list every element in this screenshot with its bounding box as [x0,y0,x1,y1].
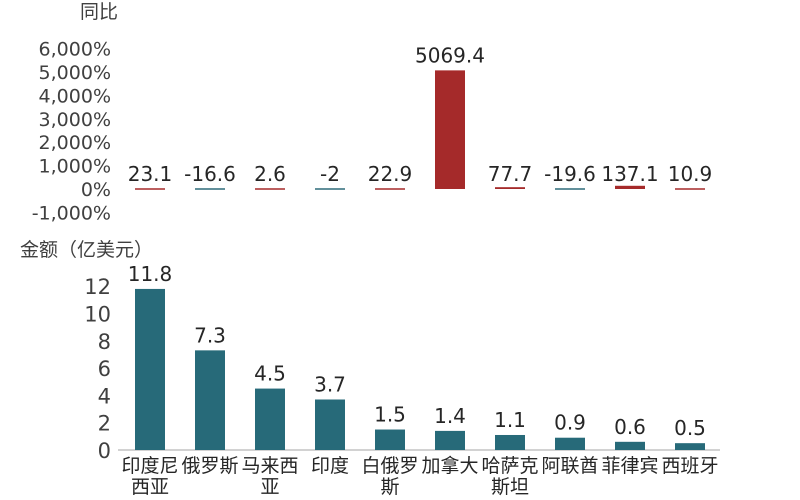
amount-category-label: 俄罗斯 [181,455,238,477]
yoy-value-labels: 23.1 -16.6 2.6 -2 22.9 5069.4 77.7 -19.6 137.1 10… [128,43,713,186]
amount-bar [675,443,705,450]
amount-category-label: 斯坦 [491,476,529,498]
yoy-bar [255,188,285,190]
yoy-value-label: -19.6 [544,162,596,186]
amount-y-tick-label: 0 [98,439,111,463]
yoy-value-label: 5069.4 [415,43,485,67]
yoy-y-tick-label: 0% [81,179,111,201]
amount-title: 金额（亿美元） [20,239,153,261]
amount-value-label: 7.3 [194,323,226,347]
yoy-bar [315,188,345,190]
yoy-bar [375,188,405,190]
yoy-value-label: 77.7 [488,162,533,186]
amount-bar [555,437,585,450]
amount-bars [135,288,705,450]
yoy-bar [555,188,585,190]
amount-bar [435,430,465,450]
amount-value-label: 3.7 [314,372,346,396]
yoy-title: 同比 [80,1,118,23]
amount-category-label: 印度 [311,455,349,477]
amount-category-label: 菲律宾 [601,455,658,477]
yoy-bar [435,70,465,189]
amount-value-label: 11.8 [128,262,173,286]
amount-bar [135,288,165,450]
yoy-bar [615,185,645,189]
yoy-value-label: -2 [320,162,340,186]
amount-y-tick-label: 4 [98,384,111,408]
amount-category-label: 印度尼 [121,455,178,477]
yoy-value-label: 137.1 [601,162,658,186]
amount-category-label: 斯 [380,476,399,498]
amount-category-label: 阿联酋 [541,455,598,477]
amount-bar [375,429,405,450]
amount-y-tick-label: 10 [84,303,111,327]
yoy-bar [195,188,225,190]
amount-bar [615,441,645,450]
yoy-value-label: 23.1 [128,162,173,186]
yoy-y-tick-label: 6,000% [39,39,111,61]
amount-category-label: 西亚 [131,476,169,498]
amount-y-tick-label: 6 [98,357,111,381]
amount-y-tick-label: 2 [98,412,111,436]
yoy-y-axis: -1,000%0%1,000%2,000%3,000%4,000%5,000%6… [32,39,111,225]
yoy-bar [495,187,525,189]
amount-bar [195,350,225,450]
amount-panel: 金额（亿美元） 0 2 4 6 8 10 12 11.8 7.3 4.5 3.7 1.5 1.4 1.1… [20,239,720,498]
amount-value-label: 0.5 [674,416,706,440]
amount-value-label: 4.5 [254,362,286,386]
yoy-y-tick-label: 2,000% [39,132,111,154]
yoy-value-label: 22.9 [368,162,413,186]
yoy-growth-panel: 同比 -1,000%0%1,000%2,000%3,000%4,000%5,00… [32,1,713,224]
yoy-value-label: 10.9 [668,162,713,186]
amount-value-label: 0.9 [554,411,586,435]
amount-category-label: 白俄罗 [361,455,418,477]
yoy-y-tick-label: 1,000% [39,156,111,178]
amount-y-tick-label: 8 [98,330,111,354]
yoy-bar [135,188,165,190]
yoy-y-tick-label: 3,000% [39,109,111,131]
amount-value-label: 1.5 [374,403,406,427]
amount-bar [315,399,345,450]
yoy-value-label: -16.6 [184,162,236,186]
amount-value-labels: 11.8 7.3 4.5 3.7 1.5 1.4 1.1 0.9 0.6 0.5 [128,262,706,440]
amount-value-label: 0.6 [614,415,646,439]
amount-category-label: 亚 [260,476,279,498]
yoy-bar [675,188,705,190]
amount-y-axis: 0 2 4 6 8 10 12 [84,275,111,463]
amount-bar [255,388,285,450]
amount-category-label: 哈萨克 [481,455,538,477]
amount-y-tick-label: 12 [84,275,111,299]
yoy-y-tick-label: 4,000% [39,85,111,107]
yoy-y-tick-label: -1,000% [32,202,111,224]
amount-value-label: 1.1 [494,408,526,432]
amount-category-label: 马来西 [241,455,298,477]
amount-bar [495,434,525,450]
yoy-value-label: 2.6 [254,162,286,186]
yoy-bars [135,70,705,190]
amount-category-label: 西班牙 [661,455,718,477]
amount-value-label: 1.4 [434,404,466,428]
yoy-y-tick-label: 5,000% [39,62,111,84]
amount-category-label: 加拿大 [421,454,478,477]
